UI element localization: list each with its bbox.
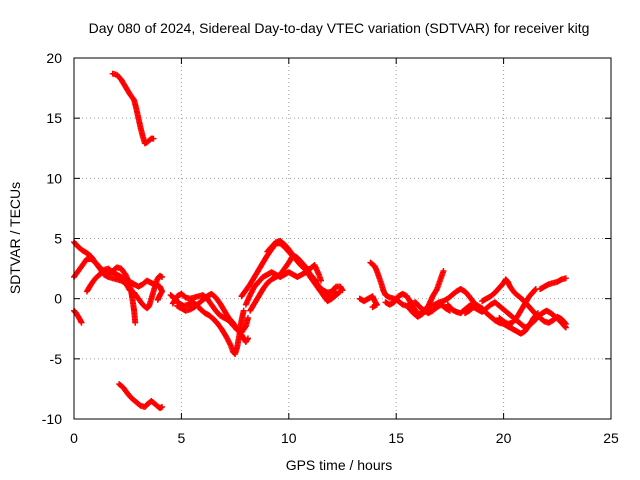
series-arc-20	[461, 299, 569, 331]
data-point	[562, 319, 569, 326]
data-point	[433, 287, 440, 294]
grid-lines	[74, 58, 611, 419]
data-point	[532, 286, 539, 293]
y-tick-label: -10	[42, 411, 62, 427]
y-tick-label: -5	[50, 351, 63, 367]
data-point	[154, 296, 161, 303]
data-point	[244, 335, 251, 342]
data-point	[369, 304, 376, 311]
data-point	[318, 277, 325, 284]
series-arc-22	[496, 286, 539, 327]
y-tick-label: 15	[46, 110, 62, 126]
data-point	[332, 290, 339, 297]
data-point	[159, 403, 166, 410]
x-tick-label: 20	[496, 430, 512, 446]
data-point	[244, 314, 251, 321]
y-tick-label: 20	[46, 50, 62, 66]
x-tick-label: 25	[603, 430, 619, 446]
series-arc-1	[109, 70, 157, 147]
data-point	[562, 275, 569, 282]
series-arc-10	[174, 290, 251, 345]
series-arc-15	[356, 293, 380, 311]
y-axis-label: SDTVAR / TECUs	[7, 182, 23, 294]
chart-title: Day 080 of 2024, Sidereal Day-to-day VTE…	[89, 20, 590, 36]
data-point	[440, 267, 447, 274]
data-point	[132, 319, 139, 326]
data-point	[337, 288, 344, 295]
series-arc-7	[131, 272, 166, 312]
series-arc-2	[116, 381, 166, 412]
data-points	[71, 70, 569, 412]
series-arc-14	[264, 237, 325, 284]
data-point	[333, 289, 340, 296]
axis-ticks: 0 5 10 15 20 25 -10 -5 0 5 10 15 20	[42, 50, 619, 446]
x-tick-label: 5	[178, 430, 186, 446]
data-point	[562, 320, 569, 327]
data-point	[240, 307, 247, 314]
series-arc-3	[71, 307, 85, 326]
x-tick-label: 15	[388, 430, 404, 446]
x-axis-label: GPS time / hours	[286, 457, 393, 473]
data-point	[159, 274, 166, 281]
series-arc-5	[71, 255, 139, 326]
y-tick-label: 10	[46, 170, 62, 186]
y-tick-label: 0	[54, 291, 62, 307]
data-point	[150, 135, 157, 142]
data-point	[244, 336, 251, 343]
data-point	[78, 319, 85, 326]
x-tick-label: 10	[281, 430, 297, 446]
y-tick-label: 5	[54, 231, 62, 247]
series-arc-23	[537, 275, 569, 293]
x-tick-label: 0	[70, 430, 78, 446]
